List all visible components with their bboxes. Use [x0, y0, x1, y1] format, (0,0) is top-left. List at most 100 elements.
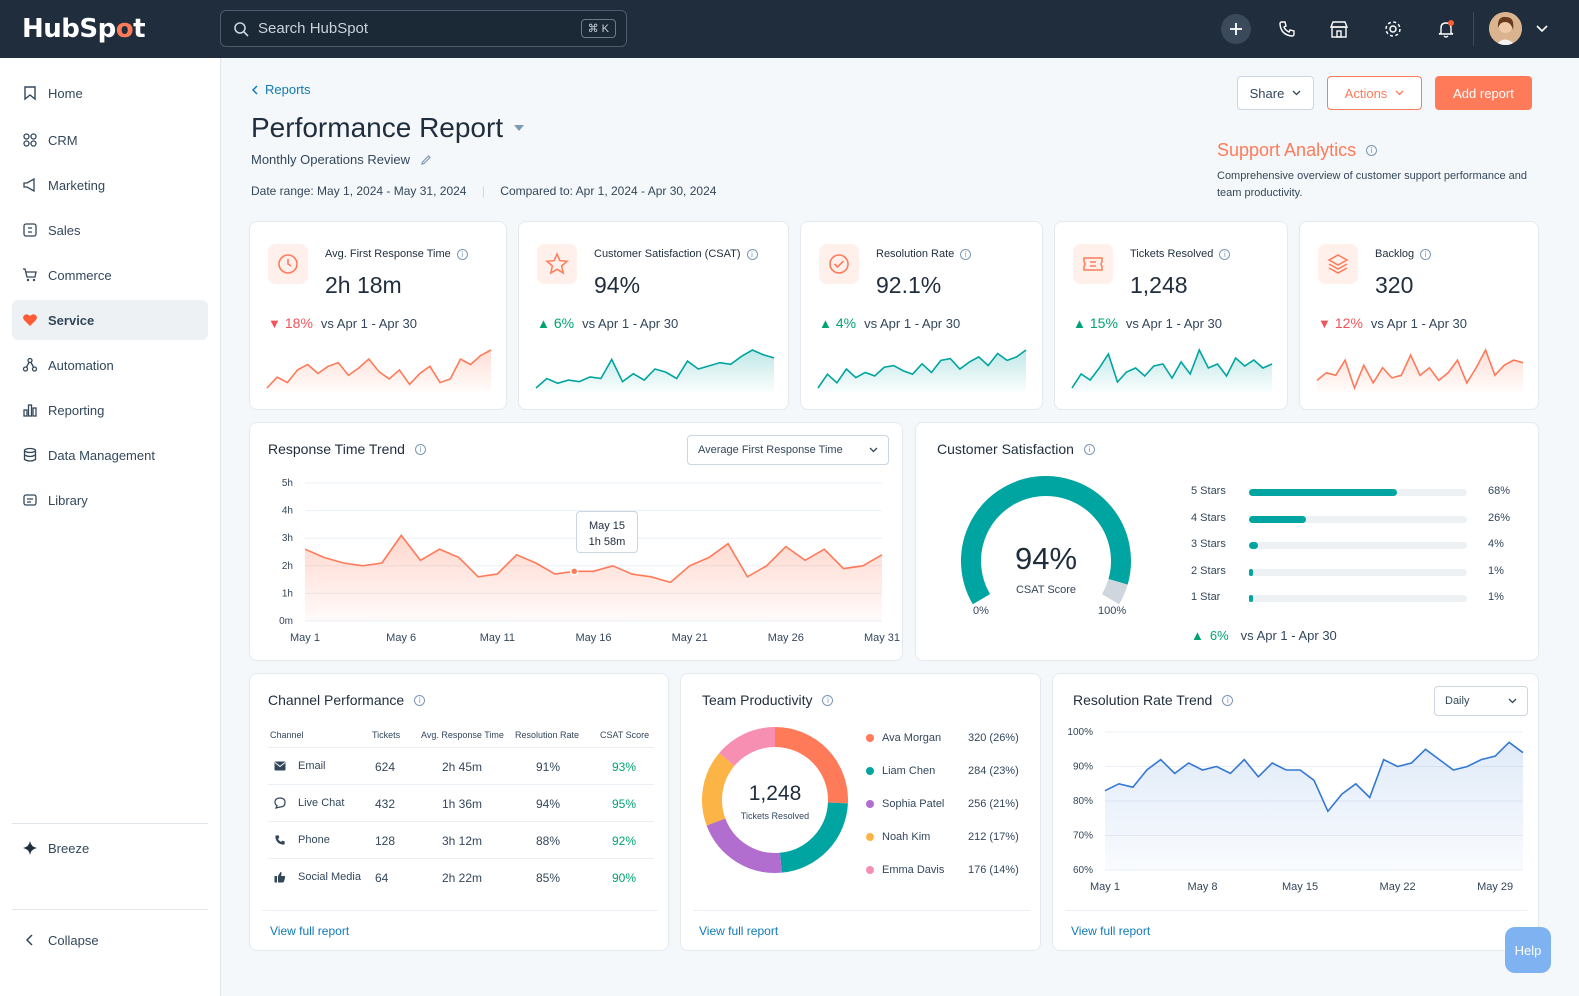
kpi-label: Customer Satisfaction (CSAT) i: [594, 248, 758, 260]
table-row[interactable]: Phone 128 3h 12m 88% 92%: [268, 822, 654, 859]
sidebar-item-automation[interactable]: Automation: [12, 345, 208, 385]
collapse-label: Collapse: [48, 932, 99, 948]
clock-icon: [268, 244, 308, 284]
caret-down-icon[interactable]: [513, 124, 525, 132]
top-bar: HubSpot Search HubSpot ⌘ K: [0, 0, 1579, 58]
info-icon[interactable]: i: [414, 443, 426, 455]
card-title-text: Customer Satisfaction: [937, 441, 1074, 457]
x-tick-label: May 22: [1380, 881, 1416, 893]
gear-icon[interactable]: [1378, 14, 1408, 44]
bell-icon[interactable]: [1431, 14, 1461, 44]
plus-icon[interactable]: [1221, 14, 1251, 44]
search-bar[interactable]: Search HubSpot ⌘ K: [220, 10, 627, 47]
sidebar-item-marketing[interactable]: Marketing: [12, 165, 208, 205]
info-icon[interactable]: i: [1222, 694, 1234, 706]
granularity-dropdown[interactable]: Daily: [1434, 686, 1528, 716]
sidebar-item-home[interactable]: Home: [12, 73, 208, 113]
legend-swatch: [866, 767, 874, 775]
thumbs-up-icon: [274, 872, 286, 883]
info-icon[interactable]: i: [822, 694, 834, 706]
legend-item[interactable]: Sophia Patel 256 (21%): [866, 798, 1019, 810]
metric-dropdown[interactable]: Average First Response Time: [687, 435, 889, 465]
table-row[interactable]: Live Chat 432 1h 36m 94% 95%: [268, 785, 654, 822]
x-tick-label: May 26: [768, 632, 804, 644]
info-icon[interactable]: i: [456, 248, 468, 260]
sidebar-item-commerce[interactable]: Commerce: [12, 255, 208, 295]
actions-button[interactable]: Actions: [1327, 76, 1422, 110]
csat-score: 92%: [612, 834, 637, 848]
avatar[interactable]: [1489, 12, 1522, 45]
member-name: Emma Davis: [882, 864, 945, 876]
help-button[interactable]: Help: [1505, 927, 1551, 973]
date-range: Date range: May 1, 2024 - May 31, 2024: [251, 184, 467, 198]
table-row[interactable]: Social Media 64 2h 22m 85% 90%: [268, 859, 654, 896]
kpi-card-resolution-rate[interactable]: Resolution Rate i 92.1% ▲ 4% vs Apr 1 - Apr…: [800, 221, 1043, 410]
kpi-card-tickets-resolved[interactable]: Tickets Resolved i 1,248 ▲ 15% vs Apr 1 - A…: [1054, 221, 1288, 410]
kpi-label: Avg. First Response Time i: [325, 248, 468, 260]
trend-down-icon: ▼: [1318, 315, 1331, 331]
response-time: 2h 45m: [442, 760, 483, 774]
info-icon[interactable]: i: [1366, 145, 1378, 156]
view-full-report-link[interactable]: View full report: [699, 924, 779, 938]
legend-item[interactable]: Ava Morgan 320 (26%): [866, 732, 1019, 744]
star-pct: 26%: [1488, 511, 1511, 524]
sidebar-item-library[interactable]: Library: [12, 480, 208, 520]
kpi-value: 94%: [594, 272, 641, 298]
sidebar-item-reporting[interactable]: Reporting: [12, 390, 208, 430]
x-tick-label: May 15: [1282, 881, 1318, 893]
csat-compare: vs Apr 1 - Apr 30: [1240, 628, 1337, 643]
sparkline: [266, 349, 492, 392]
donut-slice: [702, 752, 735, 826]
view-full-report-link[interactable]: View full report: [1071, 924, 1151, 938]
phone-icon[interactable]: [1272, 14, 1302, 44]
main-content: Reports Performance Report Monthly Opera…: [221, 58, 1579, 996]
member-name: Liam Chen: [882, 765, 936, 777]
info-icon[interactable]: i: [1420, 248, 1432, 260]
kpi-compare: vs Apr 1 - Apr 30: [864, 315, 961, 331]
sidebar: Home CRM Marketing Sales Commerce Servic…: [0, 58, 221, 996]
add-report-button[interactable]: Add report: [1435, 76, 1532, 110]
csat-score: 93%: [612, 760, 637, 774]
legend-item[interactable]: Noah Kim 212 (17%): [866, 831, 1019, 843]
sparkline-line: [535, 349, 775, 389]
legend-item[interactable]: Liam Chen 284 (23%): [866, 765, 1019, 777]
star-bar-fill: [1249, 568, 1253, 576]
share-button[interactable]: Share: [1237, 76, 1314, 110]
x-tick-label: May 29: [1477, 881, 1513, 893]
info-icon[interactable]: i: [414, 694, 426, 706]
kpi-label-text: Avg. First Response Time: [325, 248, 451, 260]
info-icon[interactable]: i: [1083, 443, 1095, 455]
table-divider: [268, 747, 654, 748]
series-area: [1105, 742, 1523, 870]
sparkline: [535, 349, 775, 392]
collapse-button[interactable]: Collapse: [12, 920, 208, 960]
legend-item[interactable]: Emma Davis 176 (14%): [866, 864, 1019, 876]
chevron-down-icon[interactable]: [1527, 14, 1557, 44]
info-icon[interactable]: i: [1219, 248, 1231, 260]
team-productivity-card: Team Productivity i 1,248 Tickets Resolve…: [680, 673, 1041, 951]
view-full-report-link[interactable]: View full report: [270, 924, 350, 938]
sidebar-item-service[interactable]: Service: [12, 300, 208, 340]
pencil-icon[interactable]: [420, 154, 432, 166]
trend-up-icon: ▲: [537, 315, 550, 331]
x-tick-label: May 6: [386, 632, 416, 644]
star-label: 5 Stars: [1191, 485, 1226, 497]
heart-icon: [23, 314, 37, 326]
breadcrumb-reports[interactable]: Reports: [265, 82, 311, 97]
table-row[interactable]: Email 624 2h 45m 91% 93%: [268, 748, 654, 785]
kpi-card-response-time[interactable]: Avg. First Response Time i 2h 18m ▼ 18% vs …: [249, 221, 507, 410]
breadcrumb[interactable]: Reports: [251, 82, 311, 97]
hubspot-logo[interactable]: HubSpot: [22, 14, 146, 44]
kpi-card-csat[interactable]: Customer Satisfaction (CSAT) i 94% ▲ 6% vs …: [518, 221, 789, 410]
sidebar-item-sales[interactable]: Sales: [12, 210, 208, 250]
chat-icon: [274, 797, 286, 809]
sidebar-item-data-management[interactable]: Data Management: [12, 435, 208, 475]
info-icon[interactable]: i: [746, 248, 758, 260]
sidebar-item-breeze[interactable]: Breeze: [12, 828, 208, 868]
marketplace-icon[interactable]: [1324, 14, 1354, 44]
sidebar-item-crm[interactable]: CRM: [12, 120, 208, 160]
kpi-card-backlog[interactable]: Backlog i 320 ▼ 12% vs Apr 1 - Apr 30: [1299, 221, 1539, 410]
kpi-delta: ▲ 6% vs Apr 1 - Apr 30: [537, 315, 678, 331]
card-footer-divider: [1065, 910, 1528, 911]
info-icon[interactable]: i: [960, 248, 972, 260]
